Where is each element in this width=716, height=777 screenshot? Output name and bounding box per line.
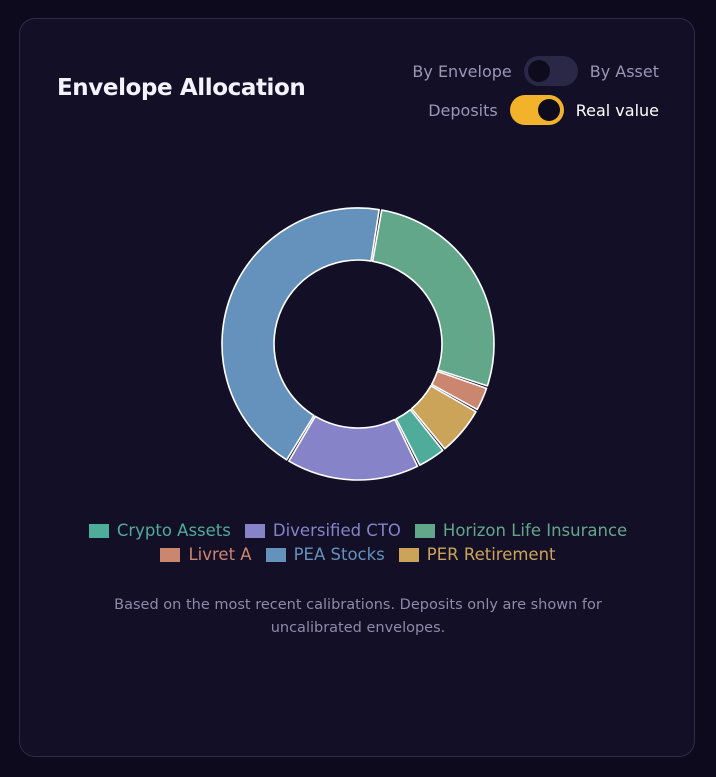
chart-legend: Crypto Assets Diversified CTO Horizon Life… [20, 521, 696, 569]
allocation-card: Envelope Allocation By Envelope By Asset… [19, 18, 695, 757]
toggle-right-label: Real value [575, 100, 659, 120]
legend-swatch [265, 547, 286, 562]
deposits-real-value-switch[interactable] [509, 95, 564, 125]
legend-item[interactable]: Horizon Life Insurance [414, 521, 628, 540]
legend-item[interactable]: Crypto Assets [88, 521, 231, 540]
donut-slice-horizon-life-insurance[interactable] [371, 209, 495, 387]
envelope-asset-switch[interactable] [523, 56, 578, 86]
footnote: Based on the most recent calibrations. D… [114, 597, 602, 637]
toggle-right-label: By Asset [589, 61, 659, 81]
card-title: Envelope Allocation [57, 75, 306, 101]
legend-label: PEA Stocks [293, 545, 385, 564]
legend-label: Livret A [188, 545, 252, 564]
donut-slice-pea-stocks[interactable] [221, 207, 380, 461]
legend-item[interactable]: PER Retirement [398, 545, 556, 564]
donut-slice-crypto-assets[interactable] [395, 408, 444, 466]
view-mode-toggle-row: By Envelope By Asset [412, 56, 659, 86]
legend-swatch [244, 523, 265, 538]
legend-item[interactable]: PEA Stocks [265, 545, 385, 564]
donut-slice-per-retirement[interactable] [410, 385, 477, 450]
legend-label: PER Retirement [426, 545, 556, 564]
legend-swatch [160, 547, 181, 562]
chart-area [20, 19, 696, 758]
legend-item[interactable]: Diversified CTO [244, 521, 401, 540]
value-mode-toggle-row: Deposits Real value [428, 95, 659, 125]
legend-label: Diversified CTO [272, 521, 401, 540]
toggle-left-label: Deposits [428, 100, 498, 120]
legend-swatch [88, 523, 109, 538]
donut-slice-livret-a[interactable] [430, 370, 488, 411]
legend-swatch [414, 523, 435, 538]
switch-knob [527, 60, 550, 82]
toggle-left-label: By Envelope [412, 61, 512, 81]
legend-item[interactable]: Livret A [160, 545, 252, 564]
switch-knob [537, 99, 560, 121]
legend-row: Crypto Assets Diversified CTO Horizon Life… [20, 521, 696, 540]
donut-slice-diversified-cto[interactable] [288, 415, 419, 481]
donut-chart [221, 207, 495, 481]
legend-label: Crypto Assets [116, 521, 231, 540]
legend-row: Livret A PEA Stocks PER Retirement [20, 545, 696, 564]
legend-label: Horizon Life Insurance [442, 521, 628, 540]
legend-swatch [398, 547, 419, 562]
